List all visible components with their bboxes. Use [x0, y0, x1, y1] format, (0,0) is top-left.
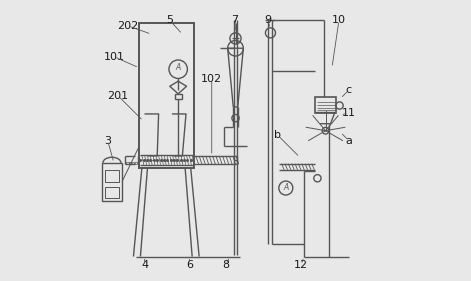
Text: A: A [283, 183, 288, 192]
Text: 201: 201 [107, 91, 129, 101]
Text: 5: 5 [166, 15, 173, 25]
Bar [175, 94, 181, 99]
Text: 7: 7 [231, 15, 238, 25]
Text: 12: 12 [294, 260, 309, 270]
Text: 10: 10 [332, 15, 346, 25]
Text: 8: 8 [222, 260, 229, 270]
Text: a: a [345, 135, 352, 146]
Bar [129, 162, 131, 164]
Text: 101: 101 [103, 52, 124, 62]
Text: 9: 9 [264, 15, 271, 25]
Text: 102: 102 [201, 74, 222, 84]
Text: c: c [346, 85, 352, 95]
Bar [315, 97, 336, 112]
Text: 11: 11 [342, 108, 356, 117]
Bar [139, 23, 194, 169]
Text: 6: 6 [186, 260, 193, 270]
Bar [135, 162, 137, 164]
Text: A: A [176, 63, 181, 72]
Text: 3: 3 [104, 135, 111, 146]
Text: 4: 4 [141, 260, 148, 270]
Bar [126, 162, 129, 164]
Bar [105, 187, 119, 198]
Text: b: b [274, 130, 281, 140]
Text: 202: 202 [117, 21, 138, 31]
Bar [102, 163, 122, 201]
Bar [105, 170, 119, 182]
Bar [132, 162, 134, 164]
